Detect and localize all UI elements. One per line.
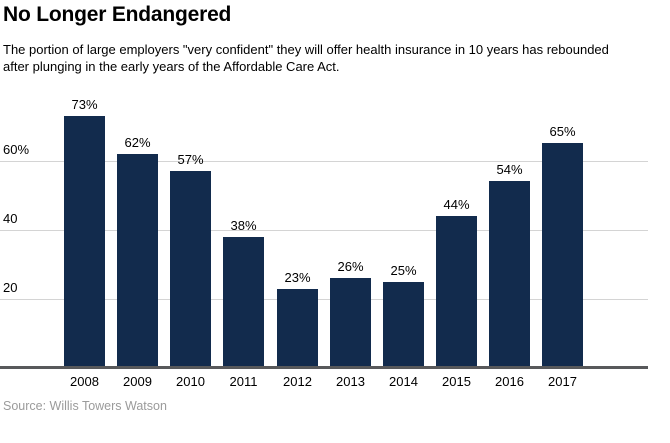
bar-value-label-2013: 26% xyxy=(337,259,364,274)
x-tick-label-2017: 2017 xyxy=(548,374,577,389)
bar-value-label-2010: 57% xyxy=(177,152,204,167)
x-tick-label-2016: 2016 xyxy=(495,374,524,389)
bar-2009 xyxy=(117,154,158,368)
chart-subtitle-line-2: after plunging in the early years of the… xyxy=(3,59,340,74)
x-tick-label-2012: 2012 xyxy=(283,374,312,389)
bar-value-label-2015: 44% xyxy=(443,197,470,212)
bar-2013 xyxy=(330,278,371,368)
x-tick-label-2013: 2013 xyxy=(336,374,365,389)
x-tick-label-2008: 2008 xyxy=(70,374,99,389)
chart-subtitle-line-1: The portion of large employers "very con… xyxy=(3,42,609,57)
y-tick-label-20: 20 xyxy=(3,280,18,295)
bar-value-label-2012: 23% xyxy=(284,270,311,285)
chart-subtitle: The portion of large employers "very con… xyxy=(3,41,609,75)
chart-title: No Longer Endangered xyxy=(3,3,232,26)
gridline-40 xyxy=(0,230,648,231)
y-tick-label-60: 60% xyxy=(3,142,30,157)
bar-2016 xyxy=(489,181,530,368)
bar-value-label-2014: 25% xyxy=(390,263,417,278)
bar-value-label-2009: 62% xyxy=(124,135,151,150)
bar-value-label-2016: 54% xyxy=(496,162,523,177)
bar-2008 xyxy=(64,116,105,368)
y-tick-label-40: 40 xyxy=(3,211,18,226)
x-tick-label-2015: 2015 xyxy=(442,374,471,389)
x-tick-label-2011: 2011 xyxy=(229,374,258,389)
x-tick-label-2009: 2009 xyxy=(123,374,152,389)
bar-2015 xyxy=(436,216,477,368)
bar-2011 xyxy=(223,237,264,368)
bar-2014 xyxy=(383,282,424,368)
bar-value-label-2017: 65% xyxy=(549,124,576,139)
x-tick-label-2014: 2014 xyxy=(389,374,418,389)
source-attribution: Source: Willis Towers Watson xyxy=(3,399,167,413)
bar-value-label-2011: 38% xyxy=(230,218,257,233)
bar-2010 xyxy=(170,171,211,368)
x-tick-label-2010: 2010 xyxy=(176,374,205,389)
gridline-60 xyxy=(0,161,648,162)
bar-2017 xyxy=(542,143,583,368)
bar-value-label-2008: 73% xyxy=(71,97,98,112)
gridline-20 xyxy=(0,299,648,300)
x-axis-line xyxy=(0,366,648,369)
bar-2012 xyxy=(277,289,318,368)
